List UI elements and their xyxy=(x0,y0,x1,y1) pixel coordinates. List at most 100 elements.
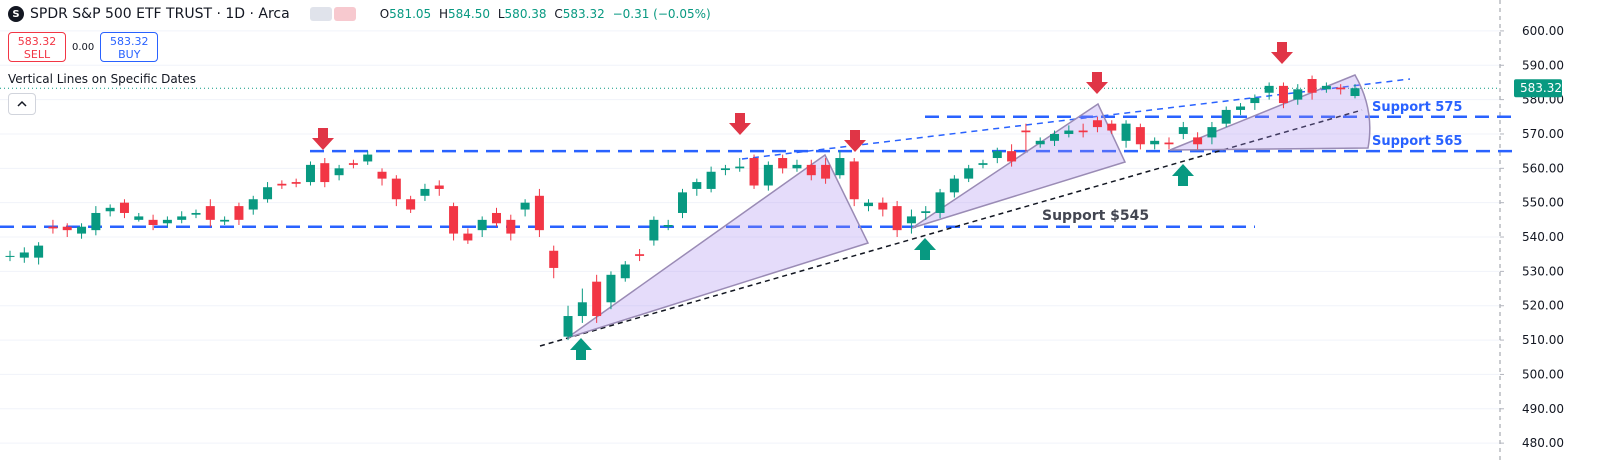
candles xyxy=(5,75,1360,341)
candle-body xyxy=(663,225,673,227)
candle-body xyxy=(792,164,802,169)
candle-body xyxy=(1178,127,1188,134)
candle-body xyxy=(34,245,44,258)
candle-body xyxy=(635,254,645,256)
candle-body xyxy=(1150,140,1160,145)
candle-body xyxy=(91,212,101,231)
candle-body xyxy=(1321,85,1331,90)
buy-button[interactable]: 583.32 BUY xyxy=(100,32,159,62)
candle-body xyxy=(549,250,559,268)
sell-price: 583.32 xyxy=(17,35,57,48)
fan xyxy=(1169,74,1371,151)
candle-body xyxy=(220,219,230,222)
candle-body xyxy=(305,164,315,183)
candle-body xyxy=(692,182,702,189)
level-label: Support 575 xyxy=(1372,100,1462,115)
buy-arrows xyxy=(570,164,1194,360)
y-tick-label: 560.00 xyxy=(1522,161,1564,175)
candle-body xyxy=(234,206,244,220)
candle-body xyxy=(277,183,287,186)
candle-body xyxy=(577,302,587,317)
candle-body xyxy=(806,164,816,176)
candle-body xyxy=(77,226,87,234)
candle-body xyxy=(263,187,273,200)
candle-body xyxy=(606,274,616,303)
candle-body xyxy=(1278,85,1288,104)
candle-body xyxy=(1064,130,1074,134)
collapse-button[interactable] xyxy=(8,93,36,115)
y-tick-label: 590.00 xyxy=(1522,58,1564,72)
header: S SPDR S&P 500 ETF TRUST · 1D · Arca O58… xyxy=(8,6,715,22)
candle-body xyxy=(749,158,759,186)
candle-body xyxy=(720,168,730,171)
ohlc-value: 581.05 xyxy=(389,7,432,21)
candle-body xyxy=(377,171,387,179)
candle-body xyxy=(348,163,358,165)
candle-body xyxy=(1221,109,1231,124)
candle-body xyxy=(48,226,58,229)
sell-button[interactable]: 583.32 SELL xyxy=(8,32,66,62)
y-tick-label: 480.00 xyxy=(1522,436,1564,450)
candle-body xyxy=(1264,85,1274,93)
last-price-label: 583.32 xyxy=(1520,81,1562,95)
candle-body xyxy=(205,206,215,220)
candle-body xyxy=(520,202,530,210)
candle-body xyxy=(1193,137,1203,145)
buy-label: BUY xyxy=(118,48,141,61)
y-tick-label: 510.00 xyxy=(1522,333,1564,347)
candle-body xyxy=(1236,106,1246,110)
collapse-icon xyxy=(17,100,27,107)
indicator-name: Vertical Lines on Specific Dates xyxy=(8,72,197,86)
fan xyxy=(566,153,870,339)
candle-body xyxy=(878,202,888,210)
candle-body xyxy=(892,206,902,231)
candle-body xyxy=(248,199,258,210)
candle-body xyxy=(1336,87,1346,90)
candle-body xyxy=(763,164,773,186)
candle-body xyxy=(1035,140,1045,145)
candle-body xyxy=(477,219,487,231)
grid xyxy=(0,30,1500,444)
candle-body xyxy=(1050,133,1060,141)
chips[interactable] xyxy=(309,7,356,21)
candle-body xyxy=(19,252,29,258)
candle-body xyxy=(1021,130,1031,133)
spread: 0.00 xyxy=(72,41,95,53)
candle-body xyxy=(1207,127,1217,138)
candle-body xyxy=(1250,97,1260,104)
y-tick-label: 530.00 xyxy=(1522,264,1564,278)
candle-body xyxy=(291,182,301,184)
candle-body xyxy=(964,168,974,179)
candle-body xyxy=(992,151,1002,159)
candle-body xyxy=(1092,120,1102,128)
candle-body xyxy=(906,216,916,224)
candle-body xyxy=(177,216,187,220)
candle-body xyxy=(506,219,516,234)
ohlc-value: 584.50 xyxy=(448,7,491,21)
price-axis: 480.00 490.00 500.00 510.00 520.00 530.00 540.… xyxy=(1500,24,1564,450)
ohlc-value: 580.38 xyxy=(504,7,547,21)
candle-body xyxy=(1078,130,1088,133)
candle-body xyxy=(1307,79,1317,93)
ohlc-key: L xyxy=(497,7,505,21)
candle-body xyxy=(5,255,15,257)
candle-body xyxy=(191,212,201,215)
y-tick-label: 500.00 xyxy=(1522,367,1564,381)
candle-body xyxy=(1121,123,1131,141)
ohlc-key: O xyxy=(379,7,390,21)
candle-body xyxy=(949,178,959,193)
candle-body xyxy=(1164,142,1174,145)
candle-body xyxy=(735,166,745,169)
symbol-icon: S xyxy=(8,6,24,22)
candle-body xyxy=(463,233,473,241)
candle-body xyxy=(620,264,630,279)
candle-body xyxy=(592,281,602,317)
candle-body xyxy=(406,199,416,210)
y-tick-label: 540.00 xyxy=(1522,230,1564,244)
trade-panel: 583.32 SELL 0.00 583.32 BUY xyxy=(8,32,159,62)
candle-body xyxy=(935,192,945,213)
candle-body xyxy=(921,211,931,213)
y-tick-label: 490.00 xyxy=(1522,402,1564,416)
